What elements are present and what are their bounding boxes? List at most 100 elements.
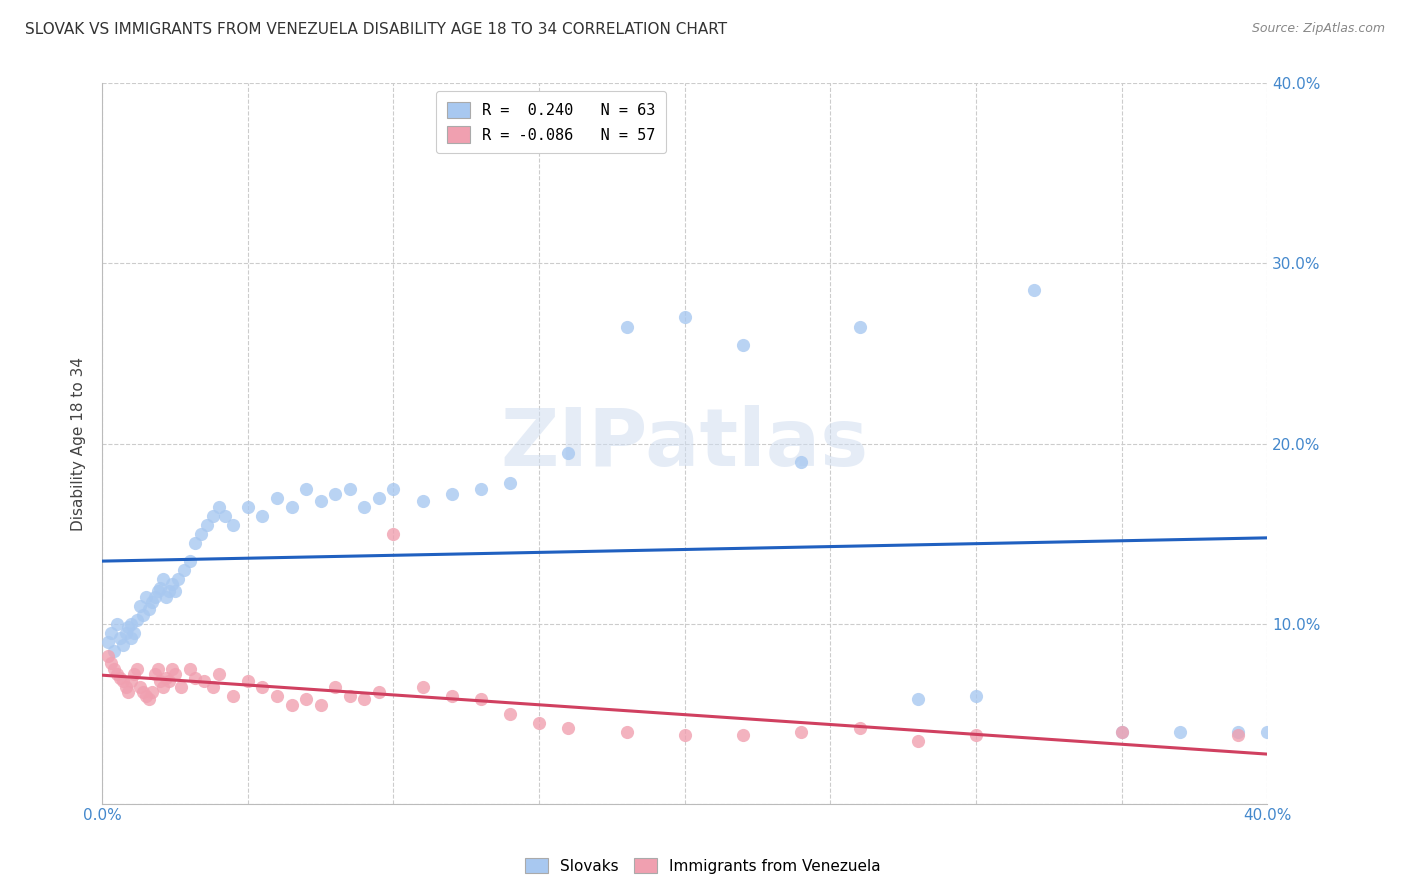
Point xyxy=(1256,724,1278,739)
Point xyxy=(368,491,391,505)
Point xyxy=(1227,728,1250,742)
Point xyxy=(163,667,186,681)
Point xyxy=(97,648,120,663)
Point xyxy=(907,733,929,747)
Point xyxy=(122,625,145,640)
Point xyxy=(790,454,813,468)
Point xyxy=(616,724,638,739)
Point xyxy=(848,721,870,735)
Point xyxy=(195,517,218,532)
Point xyxy=(266,689,288,703)
Point xyxy=(155,671,177,685)
Point xyxy=(114,625,136,640)
Point xyxy=(295,692,318,706)
Point xyxy=(108,631,131,645)
Point xyxy=(353,500,375,514)
Point xyxy=(616,319,638,334)
Point xyxy=(280,698,302,712)
Point xyxy=(143,667,166,681)
Point xyxy=(214,508,236,523)
Point xyxy=(208,667,231,681)
Point xyxy=(1227,724,1250,739)
Point xyxy=(190,526,212,541)
Point xyxy=(173,563,195,577)
Point xyxy=(152,680,174,694)
Point xyxy=(103,643,125,657)
Point xyxy=(141,685,163,699)
Point xyxy=(179,662,201,676)
Point xyxy=(201,680,224,694)
Point xyxy=(138,692,160,706)
Point xyxy=(673,310,696,325)
Point xyxy=(368,685,391,699)
Point xyxy=(149,581,172,595)
Point xyxy=(266,491,288,505)
Point xyxy=(470,692,492,706)
Point xyxy=(222,517,245,532)
Point xyxy=(120,631,142,645)
Point xyxy=(157,674,180,689)
Point xyxy=(105,667,128,681)
Point xyxy=(673,728,696,742)
Point xyxy=(132,685,155,699)
Point xyxy=(160,577,183,591)
Point xyxy=(127,662,149,676)
Point xyxy=(100,656,122,670)
Point xyxy=(157,584,180,599)
Point xyxy=(353,692,375,706)
Point xyxy=(111,638,134,652)
Point xyxy=(965,728,987,742)
Point xyxy=(440,689,463,703)
Point xyxy=(382,526,405,541)
Point xyxy=(339,689,361,703)
Point xyxy=(731,337,754,351)
Point xyxy=(252,680,274,694)
Point xyxy=(470,482,492,496)
Point xyxy=(965,689,987,703)
Point xyxy=(323,487,346,501)
Point xyxy=(193,674,215,689)
Point xyxy=(1024,284,1046,298)
Point xyxy=(1111,724,1133,739)
Point xyxy=(848,319,870,334)
Point xyxy=(120,674,142,689)
Point xyxy=(160,662,183,676)
Point xyxy=(499,706,522,721)
Point xyxy=(141,595,163,609)
Legend: R =  0.240   N = 63, R = -0.086   N = 57: R = 0.240 N = 63, R = -0.086 N = 57 xyxy=(436,91,666,153)
Point xyxy=(184,671,207,685)
Point xyxy=(295,482,318,496)
Point xyxy=(557,445,579,459)
Point xyxy=(527,715,550,730)
Point xyxy=(499,476,522,491)
Point xyxy=(323,680,346,694)
Point xyxy=(179,553,201,567)
Point xyxy=(103,662,125,676)
Point xyxy=(135,689,157,703)
Point xyxy=(201,508,224,523)
Point xyxy=(138,602,160,616)
Point xyxy=(222,689,245,703)
Text: ZIPatlas: ZIPatlas xyxy=(501,405,869,483)
Point xyxy=(236,674,259,689)
Point xyxy=(280,500,302,514)
Point xyxy=(557,721,579,735)
Y-axis label: Disability Age 18 to 34: Disability Age 18 to 34 xyxy=(72,357,86,531)
Text: Source: ZipAtlas.com: Source: ZipAtlas.com xyxy=(1251,22,1385,36)
Point xyxy=(790,724,813,739)
Point xyxy=(163,584,186,599)
Point xyxy=(97,634,120,648)
Point xyxy=(440,487,463,501)
Point xyxy=(1168,724,1191,739)
Point xyxy=(146,584,169,599)
Point xyxy=(170,680,193,694)
Point xyxy=(155,590,177,604)
Point xyxy=(252,508,274,523)
Point xyxy=(127,613,149,627)
Point xyxy=(236,500,259,514)
Point xyxy=(907,692,929,706)
Point xyxy=(412,680,434,694)
Point xyxy=(143,590,166,604)
Point xyxy=(117,685,139,699)
Point xyxy=(152,572,174,586)
